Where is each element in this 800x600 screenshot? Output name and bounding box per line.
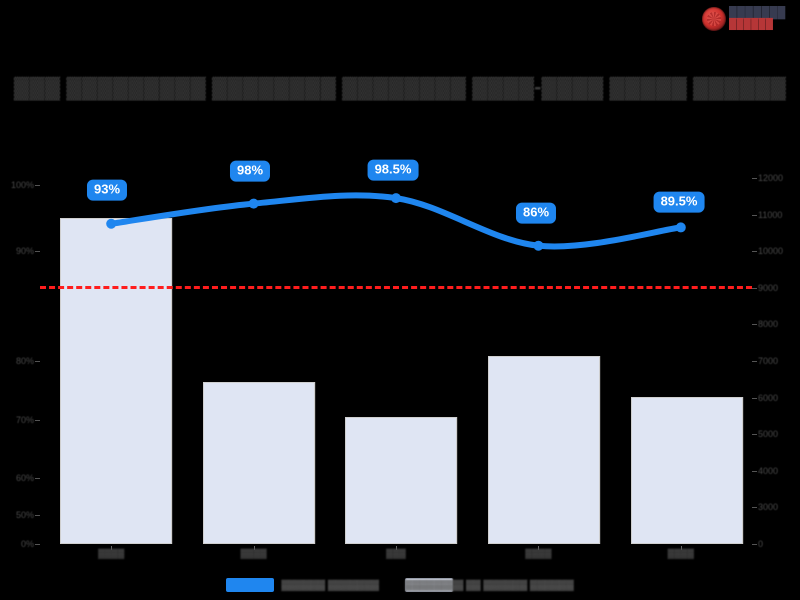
legend-label-bar: ▓▓▓▓▓▓▓▓ ▓▓ ▓▓▓▓▓▓ ▓▓▓▓▓▓ bbox=[404, 579, 574, 591]
brand-logo: ███████ ██████ bbox=[702, 4, 794, 34]
logo-line-2: ██████ bbox=[729, 19, 774, 30]
data-label-3: 86% bbox=[515, 202, 557, 224]
legend-swatch-line-icon bbox=[226, 578, 275, 592]
y-left-tick-5: 50% bbox=[15, 509, 34, 520]
x-tick-label-2: ▓▓▓ bbox=[386, 548, 406, 558]
line-marker-0[interactable] bbox=[106, 218, 117, 229]
line-marker-2[interactable] bbox=[391, 193, 401, 204]
y-right-tick-0: 12000 bbox=[758, 173, 784, 183]
chart-title: ▓▓▓ ▓▓▓▓▓▓▓▓▓ ▓▓▓▓▓▓▓▓ ▓▓▓▓▓▓▓▓ ▓▓▓▓-▓▓▓… bbox=[13, 76, 787, 99]
x-tickmark-2 bbox=[396, 546, 397, 550]
y-right-tickmark-0 bbox=[752, 178, 757, 179]
line-series-markers bbox=[106, 193, 686, 251]
bar-2[interactable] bbox=[345, 417, 457, 544]
data-label-4: 89.5% bbox=[653, 191, 705, 213]
y-right-tick-1: 11000 bbox=[758, 209, 783, 220]
y-right-tick-3: 9000 bbox=[758, 282, 779, 293]
y-left-tick-4: 60% bbox=[15, 473, 34, 484]
bar-3[interactable] bbox=[488, 356, 600, 544]
y-right-tickmark-6 bbox=[752, 397, 757, 399]
y-left-tick-2: 80% bbox=[15, 356, 34, 366]
data-label-0: 93% bbox=[86, 179, 128, 201]
y-left-tick-6: 0% bbox=[20, 539, 34, 549]
y-right-tickmark-10 bbox=[752, 544, 757, 545]
y-left-tickmark-6 bbox=[35, 544, 40, 545]
plot-area: 93% 98% 98.5% 86% 89.5% bbox=[40, 159, 752, 544]
y-left-tickmark-4 bbox=[35, 478, 40, 480]
x-tick-label-1: ▓▓▓▓ bbox=[240, 548, 267, 558]
x-tickmark-3 bbox=[538, 546, 540, 550]
y-right-tickmark-7 bbox=[752, 434, 757, 436]
line-marker-4[interactable] bbox=[675, 222, 686, 233]
y-right-tickmark-4 bbox=[752, 324, 757, 326]
y-right-tickmark-9 bbox=[752, 507, 757, 509]
y-left-tickmark-2 bbox=[35, 361, 40, 362]
y-right-tick-4: 8000 bbox=[758, 319, 779, 330]
line-marker-1[interactable] bbox=[248, 198, 259, 209]
y-right-tickmark-5 bbox=[752, 361, 757, 362]
y-right-tickmark-8 bbox=[752, 470, 757, 472]
bar-0[interactable] bbox=[60, 218, 172, 544]
logo-wordmark: ███████ ██████ bbox=[729, 8, 786, 30]
y-left-tickmark-5 bbox=[35, 514, 40, 516]
x-tickmark-0 bbox=[111, 546, 113, 550]
y-left-tick-3: 70% bbox=[15, 414, 34, 425]
x-axis: ▓▓▓▓ ▓▓▓▓ ▓▓▓ ▓▓▓▓ ▓▓▓▓ bbox=[40, 546, 752, 568]
threshold-line bbox=[40, 286, 752, 290]
y-right-tick-9: 3000 bbox=[758, 502, 779, 513]
y-left-tickmark-1 bbox=[35, 251, 40, 253]
legend-label-line: ▓▓▓▓▓▓ ▓▓▓▓▓▓▓ bbox=[281, 579, 379, 591]
x-tickmark-1 bbox=[253, 546, 255, 550]
data-label-1: 98% bbox=[229, 160, 271, 182]
y-right-tick-10: 0 bbox=[758, 539, 764, 549]
x-tick-label-4: ▓▓▓▓ bbox=[667, 548, 694, 558]
legend-item-line[interactable]: ▓▓▓▓▓▓ ▓▓▓▓▓▓▓ bbox=[226, 578, 379, 592]
bar-1[interactable] bbox=[203, 382, 315, 544]
y-right-tickmark-1 bbox=[752, 214, 757, 216]
y-right-tick-8: 4000 bbox=[758, 465, 779, 476]
y-left-tick-0: 100% bbox=[10, 180, 34, 191]
y-right-tickmark-2 bbox=[752, 251, 757, 253]
y-axis-right: 12000 11000 10000 9000 8000 7000 6000 5000 4000 3… bbox=[752, 173, 800, 549]
y-left-tick-1: 90% bbox=[15, 246, 34, 257]
y-right-tick-6: 6000 bbox=[758, 392, 779, 403]
y-left-tickmark-3 bbox=[35, 419, 40, 421]
data-label-2: 98.5% bbox=[367, 159, 419, 181]
y-axis-left: 100% 90% 80% 70% 60% 50% 0% bbox=[0, 178, 40, 549]
logo-line-1: ███████ bbox=[729, 7, 786, 19]
line-marker-3[interactable] bbox=[533, 240, 544, 251]
legend-item-bar[interactable]: ▓▓▓▓▓▓▓▓ ▓▓ ▓▓▓▓▓▓ ▓▓▓▓▓▓ bbox=[404, 578, 574, 592]
y-right-tick-5: 7000 bbox=[758, 356, 779, 366]
x-tickmark-4 bbox=[680, 546, 682, 550]
bar-4[interactable] bbox=[631, 397, 743, 544]
chart-legend: ▓▓▓▓▓▓ ▓▓▓▓▓▓▓ ▓▓▓▓▓▓▓▓ ▓▓ ▓▓▓▓▓▓ ▓▓▓▓▓▓ bbox=[0, 578, 800, 592]
line-series-layer bbox=[106, 192, 686, 251]
y-right-tickmark-3 bbox=[752, 287, 757, 289]
y-right-tick-2: 10000 bbox=[758, 246, 784, 257]
x-tick-label-3: ▓▓▓▓ bbox=[525, 548, 552, 558]
logo-mark-icon bbox=[702, 7, 726, 31]
y-right-tick-7: 5000 bbox=[758, 429, 779, 440]
y-left-tickmark-0 bbox=[35, 185, 40, 187]
legend-swatch-bar-icon bbox=[404, 578, 453, 592]
x-tick-label-0: ▓▓▓▓ bbox=[98, 548, 125, 558]
